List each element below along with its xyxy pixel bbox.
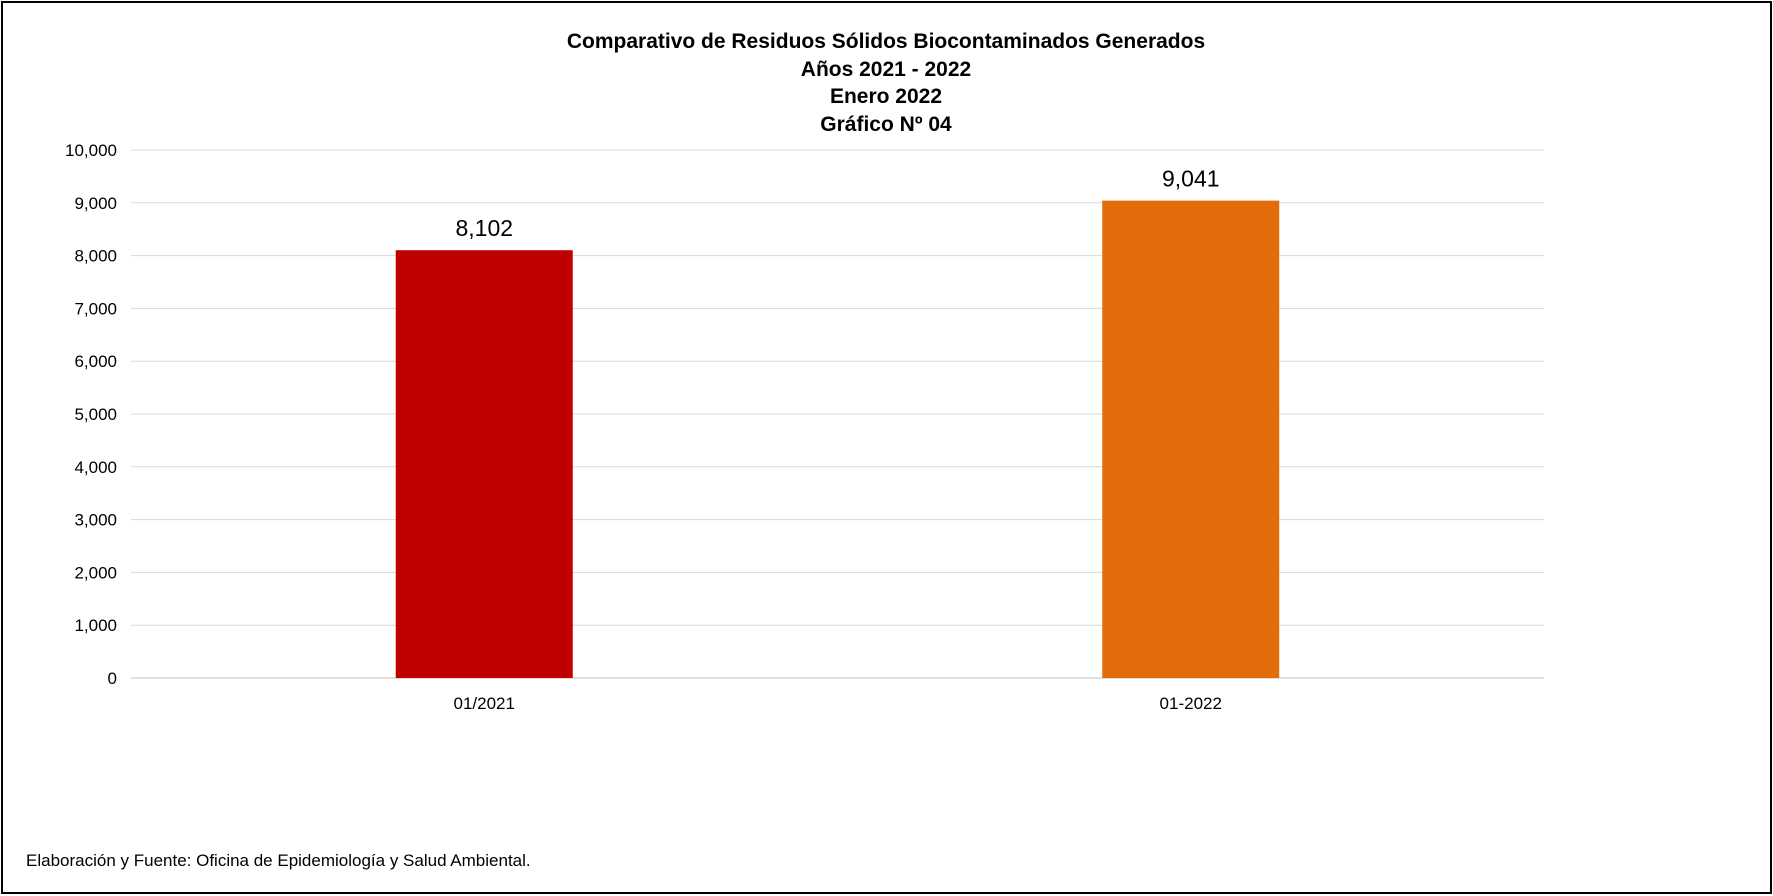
y-axis-tick-labels: 0 1,000 2,000 3,000 4,000 5,000 6,000 7,000 8,00… <box>65 141 117 688</box>
source-note: Elaboración y Fuente: Oficina de Epidemi… <box>26 851 531 870</box>
y-tick-label: 6,000 <box>74 352 117 371</box>
bars <box>395 200 1280 678</box>
gridlines <box>131 149 1544 679</box>
bar-1 <box>395 250 573 678</box>
y-tick-label: 5,000 <box>74 405 117 424</box>
y-tick-label: 7,000 <box>74 299 117 318</box>
y-tick-label: 8,000 <box>74 247 117 266</box>
bar-2 <box>1102 200 1280 678</box>
y-tick-label: 4,000 <box>74 458 117 477</box>
y-tick-label: 0 <box>108 669 117 688</box>
chart-title: Comparativo de Residuos Sólidos Bioconta… <box>567 30 1205 136</box>
chart-title-line-3: Enero 2022 <box>830 85 942 108</box>
y-tick-label: 3,000 <box>74 511 117 530</box>
data-label: 9,041 <box>1162 166 1220 192</box>
y-tick-label: 1,000 <box>74 616 117 635</box>
data-labels: 8,102 9,041 <box>455 166 1219 242</box>
x-tick-label: 01-2022 <box>1160 694 1222 713</box>
data-label: 8,102 <box>455 215 513 241</box>
chart-title-line-1: Comparativo de Residuos Sólidos Bioconta… <box>567 30 1205 53</box>
y-tick-label: 9,000 <box>74 194 117 213</box>
x-tick-label: 01/2021 <box>454 694 515 713</box>
chart-title-line-2: Años 2021 - 2022 <box>801 58 971 81</box>
y-tick-label: 2,000 <box>74 563 117 582</box>
x-axis-tick-labels: 01/2021 01-2022 <box>454 694 1222 713</box>
chart-title-line-4: Gráfico Nº 04 <box>820 113 952 136</box>
y-tick-label: 10,000 <box>65 141 117 160</box>
